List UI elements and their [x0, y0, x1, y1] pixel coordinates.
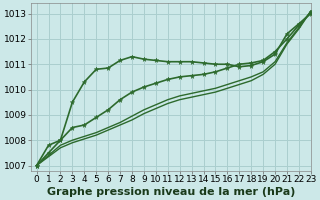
X-axis label: Graphe pression niveau de la mer (hPa): Graphe pression niveau de la mer (hPa) [46, 187, 295, 197]
